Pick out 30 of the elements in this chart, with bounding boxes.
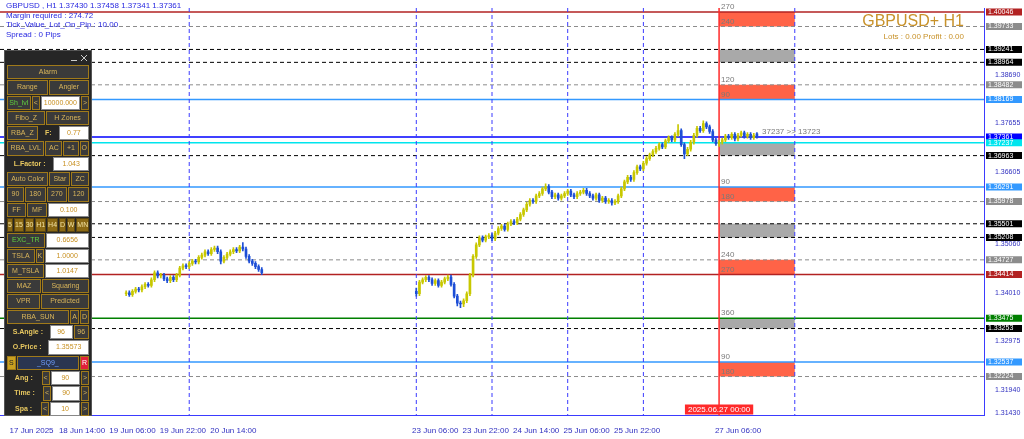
- x-tick-label: 23 Jun 22:00: [462, 426, 510, 436]
- annotation: 180: [721, 191, 735, 201]
- annotation: Spread : 0 Pips: [6, 29, 62, 39]
- x-tick-label: 25 Jun 06:00: [563, 426, 611, 436]
- annotation: Tick_Value_Lot_On_Pip : 10.00: [6, 20, 120, 30]
- x-tick-label: 25 Jun 22:00: [613, 426, 661, 436]
- annotation: 120: [721, 75, 735, 85]
- annotation: Margin required : 274.72: [6, 10, 95, 20]
- x-tick-label: 19 Jun 06:00: [109, 426, 157, 436]
- annotation: 180: [721, 366, 735, 376]
- text: Lots : 0.00 Profit : 0.00: [882, 32, 964, 41]
- annotation: 37237 >> 13723: [762, 127, 821, 137]
- annotation: 240: [721, 16, 735, 26]
- annotation: 90: [721, 352, 731, 362]
- x-tick-label: 27 Jun 06:00: [714, 426, 762, 436]
- annotation: 90: [721, 177, 731, 187]
- x-tick-label: 18 Jun 14:00: [58, 426, 106, 436]
- x-tick-label: 17 Jun 2025: [9, 426, 55, 436]
- x-tick-label: 23 Jun 06:00: [412, 426, 459, 436]
- annotation: GBPUSD , H1 1.37430 1.37458 1.37341 1.37361: [6, 1, 182, 11]
- x-tick-label: 24 Jun 14:00: [513, 426, 560, 436]
- annotation: 270: [721, 264, 735, 274]
- annotation: 270: [721, 2, 735, 12]
- x-tick-label: 20 Jun 14:00: [210, 426, 258, 436]
- annotation: 90: [721, 89, 731, 99]
- ref-line-label: 2025.06.27 00:00: [687, 404, 751, 414]
- annotation: 360: [721, 308, 735, 318]
- x-tick-label: 19 Jun 22:00: [159, 426, 207, 436]
- chart-title: GBPUSD+ H1: [862, 12, 964, 30]
- annotation: 240: [721, 250, 735, 260]
